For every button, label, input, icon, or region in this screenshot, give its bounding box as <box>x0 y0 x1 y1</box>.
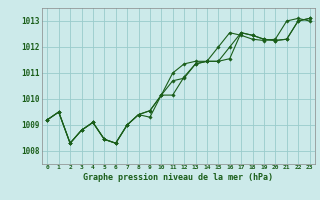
X-axis label: Graphe pression niveau de la mer (hPa): Graphe pression niveau de la mer (hPa) <box>84 173 273 182</box>
